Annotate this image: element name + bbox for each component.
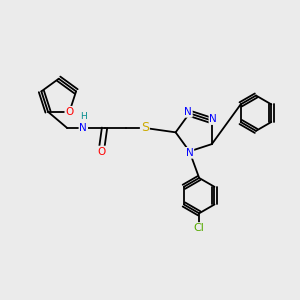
Text: N: N bbox=[184, 107, 192, 117]
Text: N: N bbox=[209, 114, 217, 124]
Text: N: N bbox=[80, 123, 87, 133]
Text: N: N bbox=[186, 148, 193, 158]
Text: O: O bbox=[98, 146, 106, 157]
Text: Cl: Cl bbox=[194, 223, 205, 233]
Text: H: H bbox=[80, 112, 87, 121]
Text: S: S bbox=[141, 122, 149, 134]
Text: O: O bbox=[65, 107, 74, 117]
